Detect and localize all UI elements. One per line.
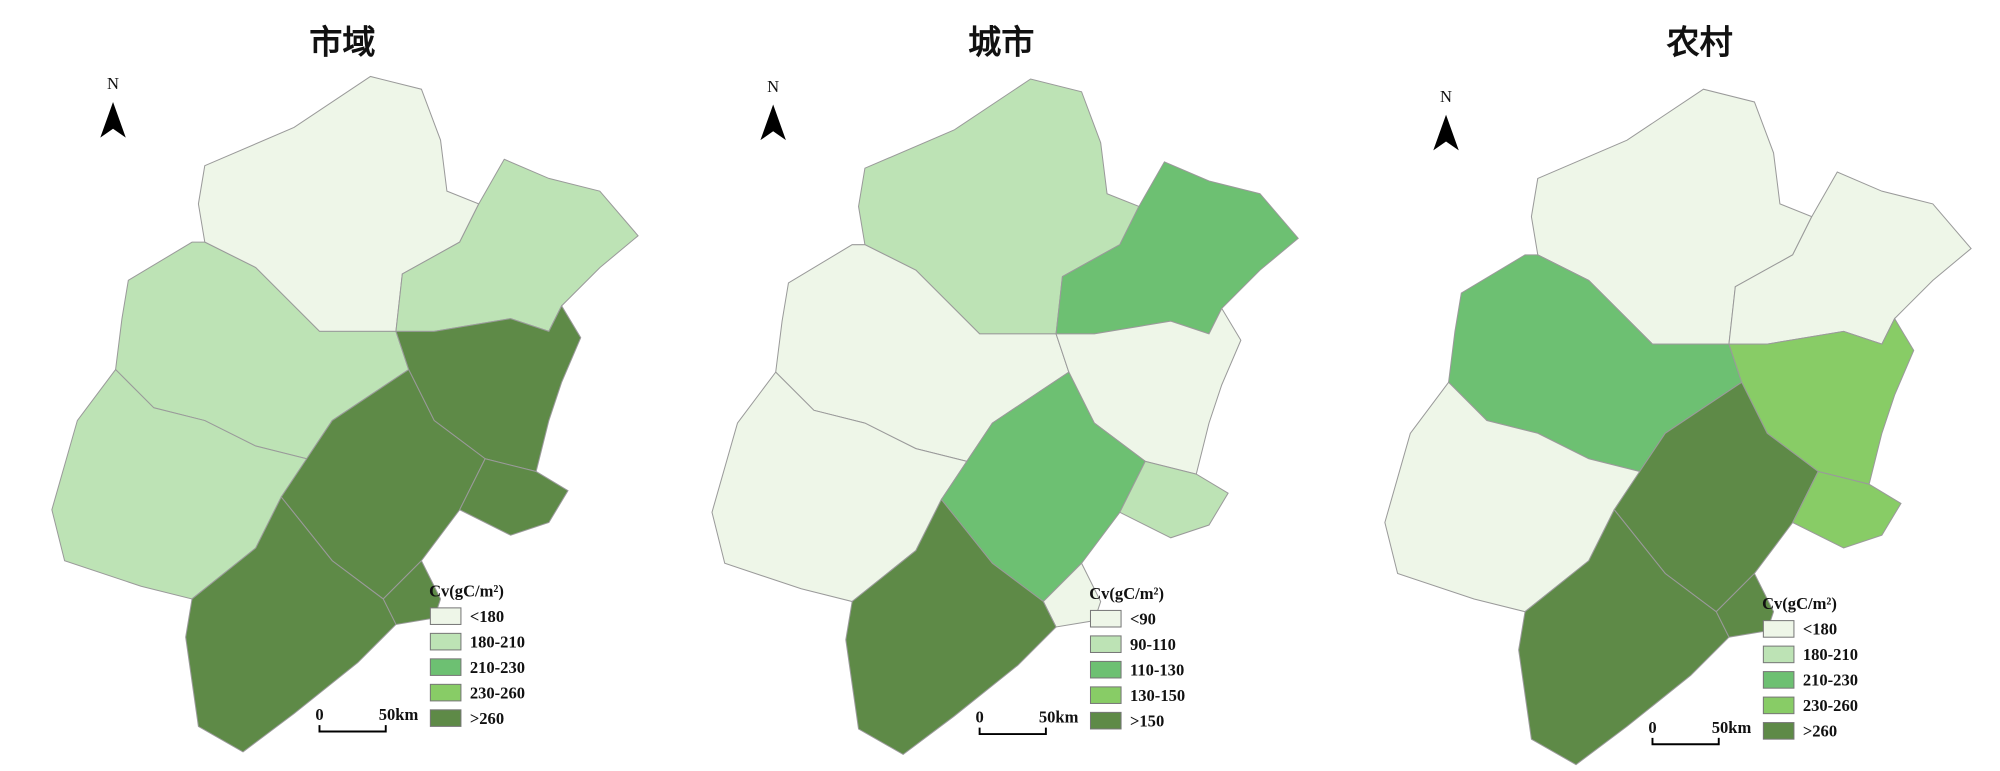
region xyxy=(1791,470,1902,549)
legend-label: >260 xyxy=(470,709,504,728)
map-panel: N Cv(gC/m²) <90 90-110 110-130 130-150 >150 0 50… xyxy=(711,77,1299,756)
legend-swatch xyxy=(1762,671,1795,689)
legend-label: 180-210 xyxy=(470,632,525,651)
legend-swatch xyxy=(1089,686,1122,704)
legend-swatch xyxy=(1089,609,1122,628)
legend-label: 130-150 xyxy=(1130,686,1185,705)
legend-swatch xyxy=(1089,711,1122,730)
legend-title: Cv(gC/m²) xyxy=(1089,584,1164,603)
legend-label: >150 xyxy=(1130,711,1164,730)
region xyxy=(185,496,397,753)
north-arrow xyxy=(100,101,126,138)
scale-bar xyxy=(318,725,387,733)
legend-swatch xyxy=(1762,645,1795,664)
legend-label: 230-260 xyxy=(470,683,525,702)
legend-label: 210-230 xyxy=(470,658,525,677)
scale-start: 0 xyxy=(315,705,323,724)
legend-label: 180-210 xyxy=(1803,645,1858,664)
legend-label: >260 xyxy=(1803,722,1837,741)
legend-swatch xyxy=(1089,660,1122,679)
legend-swatch xyxy=(429,632,462,651)
region xyxy=(1518,508,1730,766)
north-arrow xyxy=(1433,114,1459,151)
scale-end: 50km xyxy=(1712,718,1752,737)
legend-swatch xyxy=(429,658,462,676)
legend-label: 230-260 xyxy=(1803,696,1858,715)
legend-swatch xyxy=(1089,635,1122,653)
scale-end: 50km xyxy=(379,705,419,724)
legend-label: 110-130 xyxy=(1130,660,1184,679)
legend-label: 90-110 xyxy=(1130,635,1176,654)
scale-start: 0 xyxy=(975,708,983,727)
north-label: N xyxy=(1440,87,1452,106)
map-panel: N Cv(gC/m²) <180 180-210 210-230 230-260 >260 0… xyxy=(51,74,639,753)
legend-title: Cv(gC/m²) xyxy=(1762,594,1837,613)
scale-bar xyxy=(978,727,1047,735)
panel-title: 农村 xyxy=(1667,23,1733,62)
legend-title: Cv(gC/m²) xyxy=(429,581,504,600)
legend-swatch xyxy=(1762,620,1795,638)
region xyxy=(458,458,569,536)
panel-title: 城市 xyxy=(968,23,1034,62)
legend-label: <180 xyxy=(470,607,504,626)
legend-swatch xyxy=(429,683,462,702)
legend-label: 210-230 xyxy=(1803,671,1858,690)
region xyxy=(845,498,1057,756)
north-label: N xyxy=(767,77,779,96)
north-label: N xyxy=(107,74,119,93)
panel-title: 市域 xyxy=(309,23,375,62)
legend-label: <180 xyxy=(1803,620,1837,639)
legend-swatch xyxy=(1762,696,1795,715)
legend-swatch xyxy=(1762,722,1795,740)
legend-label: <90 xyxy=(1130,609,1156,628)
scale-end: 50km xyxy=(1039,708,1079,727)
scale-bar xyxy=(1651,737,1720,746)
legend-swatch xyxy=(429,709,462,727)
map-panel: N Cv(gC/m²) <180 180-210 210-230 230-260 >260 0… xyxy=(1384,87,1972,766)
region xyxy=(1119,460,1229,539)
scale-start: 0 xyxy=(1648,718,1656,737)
north-arrow xyxy=(760,104,786,141)
legend-swatch xyxy=(429,607,462,625)
